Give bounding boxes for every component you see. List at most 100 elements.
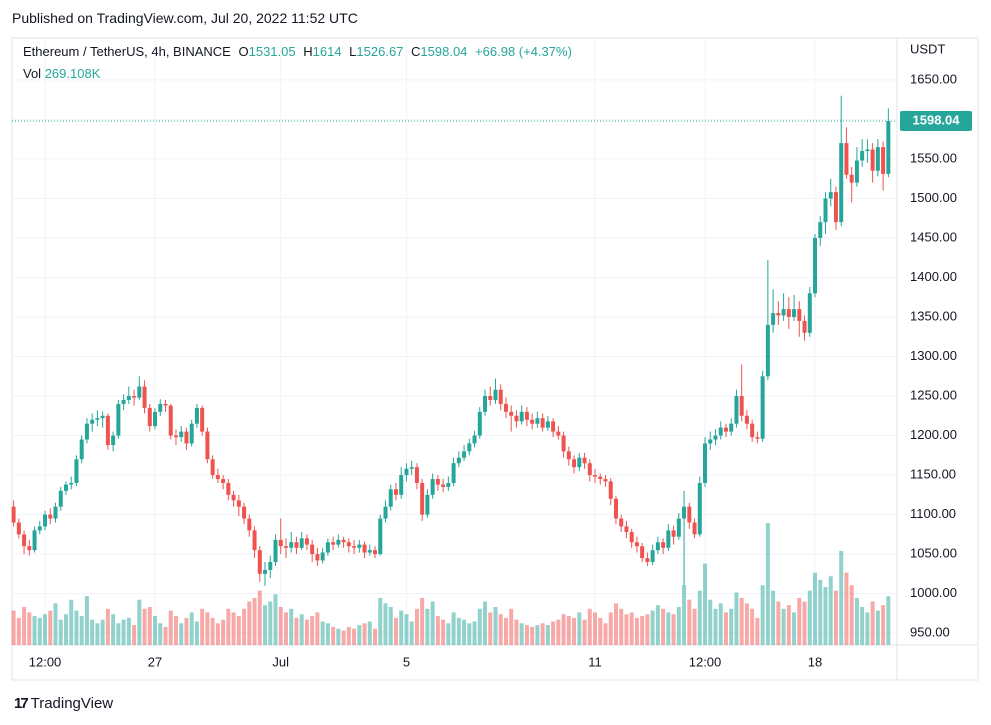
- candle-body: [289, 542, 294, 548]
- volume-bar: [886, 596, 891, 645]
- volume-bar: [488, 612, 493, 645]
- volume-bar: [53, 603, 58, 645]
- candle-body: [48, 514, 53, 519]
- volume-bar: [603, 623, 608, 645]
- volume-bar: [593, 612, 598, 645]
- volume-bar: [551, 621, 556, 645]
- volume-bar: [84, 596, 89, 645]
- candle-body: [483, 396, 488, 412]
- candle-body: [870, 149, 875, 171]
- last-price-box: [900, 110, 972, 131]
- candle-body: [257, 550, 262, 574]
- candle-body: [346, 542, 351, 547]
- volume-bar: [58, 619, 63, 645]
- volume-bar: [299, 614, 304, 645]
- candle-body: [263, 569, 268, 574]
- candle-body: [126, 396, 131, 400]
- candle-body: [886, 120, 891, 174]
- candle-body: [404, 468, 409, 476]
- volume-bar: [210, 617, 215, 645]
- candle-body: [168, 405, 173, 436]
- volume-bar: [771, 590, 776, 645]
- volume-bar: [63, 614, 68, 645]
- candle-body: [849, 174, 854, 183]
- volume-bar: [577, 612, 582, 645]
- volume-bar: [608, 612, 613, 645]
- candle-body: [27, 546, 32, 551]
- candle-body: [247, 518, 252, 531]
- candle-body: [299, 538, 304, 548]
- candle-body: [713, 435, 718, 440]
- candle-body: [833, 192, 838, 223]
- volume-bar: [750, 608, 755, 645]
- x-tick-label: 5: [403, 654, 410, 669]
- candle-body: [613, 498, 618, 519]
- volume-bar: [545, 625, 550, 645]
- x-tick-label: 12:00: [689, 654, 722, 669]
- candle-body: [194, 407, 199, 424]
- candle-body: [132, 396, 137, 398]
- brand-name: TradingView: [30, 695, 114, 712]
- x-tick-label: 11: [588, 654, 602, 669]
- candle-body: [854, 160, 859, 183]
- volume-bar: [163, 626, 168, 645]
- volume-bar: [723, 612, 728, 645]
- volume-bar: [854, 597, 859, 645]
- candle-body: [420, 482, 425, 515]
- volume-bar: [189, 612, 194, 645]
- close-value: 1598.04: [420, 44, 468, 59]
- volume-bar: [393, 617, 398, 645]
- volume-bar: [535, 625, 540, 645]
- published-note: Published on TradingView.com, Jul 20, 20…: [12, 10, 358, 26]
- candle-body: [750, 423, 755, 438]
- ohlc-label: C: [411, 44, 421, 59]
- volume-bar: [294, 617, 299, 645]
- y-tick-label: 1150.00: [910, 467, 956, 482]
- candle-body: [540, 418, 545, 428]
- candle-body: [189, 423, 194, 444]
- volume-bar: [362, 623, 367, 645]
- volume-bar: [226, 608, 231, 645]
- candle-body: [655, 542, 660, 551]
- candle-body: [577, 457, 582, 468]
- volume-bar: [425, 608, 430, 645]
- volume-legend: Vol 269.108K: [23, 66, 100, 81]
- candle-body: [545, 421, 550, 428]
- volume-bar: [352, 628, 357, 645]
- candle-body: [53, 506, 58, 519]
- candle-body: [16, 522, 21, 535]
- volume-bar: [37, 617, 42, 645]
- candle-body: [776, 313, 781, 316]
- volume-bar: [839, 550, 844, 645]
- volume-bar: [11, 610, 16, 645]
- volume-bar: [179, 623, 184, 645]
- candle-body: [11, 506, 16, 523]
- candle-body: [797, 309, 802, 321]
- candle-body: [273, 539, 278, 563]
- volume-bar: [781, 608, 786, 645]
- symbol: Ethereum / TetherUS, 4h, BINANCE: [23, 44, 231, 59]
- candle-body: [598, 476, 603, 480]
- candle-body: [242, 506, 247, 519]
- candle-body: [661, 542, 666, 548]
- candle-body: [462, 451, 467, 458]
- volume-bar: [100, 619, 105, 645]
- volume-bar: [173, 616, 178, 645]
- legend: Ethereum / TetherUS, 4h, BINANCE O1531.0…: [23, 44, 576, 59]
- volume-name: Vol: [23, 66, 42, 81]
- volume-bar: [32, 616, 37, 645]
- volume-bar: [587, 608, 592, 645]
- volume-bar: [519, 623, 524, 645]
- volume-bar: [236, 616, 241, 645]
- candle-body: [697, 482, 702, 535]
- candle-body: [765, 324, 770, 377]
- volume-bar: [147, 606, 152, 645]
- candle-body: [792, 309, 797, 317]
- candle-body: [388, 489, 393, 507]
- candle-body: [383, 506, 388, 519]
- candle-body: [524, 411, 529, 420]
- candle-body: [786, 309, 791, 317]
- candle-body: [493, 389, 498, 400]
- volume-bar: [283, 612, 288, 645]
- candle-body: [362, 544, 367, 553]
